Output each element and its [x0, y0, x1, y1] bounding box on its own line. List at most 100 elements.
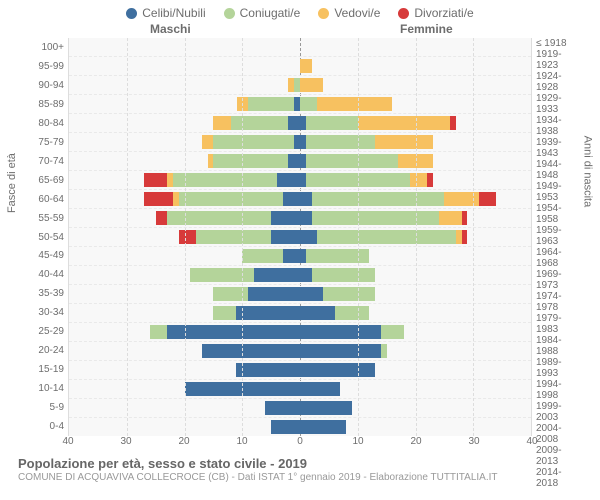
birth-label: 1934-1938: [532, 115, 580, 137]
pyramid-row: [69, 398, 531, 417]
label-female: Femmine: [400, 22, 453, 36]
pyramid-chart: Fasce di età Anni di nascita 100+95-9990…: [20, 38, 580, 436]
birth-label: 1929-1933: [532, 93, 580, 115]
pyramid-row: [69, 132, 531, 151]
bar-segment: [265, 401, 300, 415]
bar-segment: [450, 116, 456, 130]
birth-label: 1994-1998: [532, 379, 580, 401]
age-label: 5-9: [20, 398, 68, 417]
legend-swatch: [318, 8, 329, 19]
bar-segment: [167, 211, 271, 225]
birth-label: 1939-1943: [532, 137, 580, 159]
bar-segment: [300, 97, 317, 111]
birth-label: 1949-1953: [532, 181, 580, 203]
legend-swatch: [126, 8, 137, 19]
bar-segment: [300, 306, 335, 320]
bar-segment: [190, 268, 254, 282]
bar-segment: [213, 116, 230, 130]
bar-segment: [300, 344, 381, 358]
bar-segment: [248, 97, 294, 111]
bar-segment: [300, 287, 323, 301]
pyramid-row: [69, 189, 531, 208]
birth-label: 1919-1923: [532, 49, 580, 71]
legend-item: Divorziati/e: [398, 6, 473, 20]
y-axis-right-title: Anni di nascita: [582, 136, 594, 208]
birth-label: 1974-1978: [532, 291, 580, 313]
age-label: 70-74: [20, 152, 68, 171]
age-label: 35-39: [20, 284, 68, 303]
pyramid-row: [69, 303, 531, 322]
x-tick: 10: [236, 436, 247, 447]
legend-item: Celibi/Nubili: [126, 6, 205, 20]
birth-label: 1954-1958: [532, 203, 580, 225]
pyramid-row: [69, 246, 531, 265]
bar-segment: [202, 344, 300, 358]
bar-segment: [254, 268, 300, 282]
bar-segment: [213, 135, 294, 149]
legend-item: Coniugati/e: [224, 6, 301, 20]
bar-segment: [271, 420, 300, 434]
bar-segment: [300, 325, 381, 339]
age-label: 30-34: [20, 303, 68, 322]
pyramid-row: [69, 113, 531, 132]
footer: Popolazione per età, sesso e stato civil…: [0, 450, 600, 483]
age-label: 75-79: [20, 133, 68, 152]
bar-segment: [179, 230, 196, 244]
bar-segment: [150, 325, 167, 339]
legend-label: Coniugati/e: [240, 6, 301, 20]
bar-segment: [288, 116, 300, 130]
bar-segment: [479, 192, 496, 206]
age-label: 65-69: [20, 171, 68, 190]
legend-swatch: [224, 8, 235, 19]
age-label: 80-84: [20, 114, 68, 133]
x-tick: 40: [526, 436, 537, 447]
bar-segment: [277, 173, 300, 187]
y-axis-birth: ≤ 19181919-19231924-19281929-19331934-19…: [532, 38, 580, 436]
bar-segment: [358, 116, 450, 130]
bar-segment: [312, 192, 445, 206]
pyramid-row: [69, 38, 531, 56]
age-label: 0-4: [20, 417, 68, 436]
bar-segment: [306, 154, 398, 168]
bar-segment: [300, 382, 340, 396]
age-label: 15-19: [20, 360, 68, 379]
age-label: 90-94: [20, 76, 68, 95]
pyramid-row: [69, 360, 531, 379]
pyramid-row: [69, 341, 531, 360]
birth-label: 1989-1993: [532, 357, 580, 379]
pyramid-row: [69, 284, 531, 303]
x-tick: 20: [410, 436, 421, 447]
pyramid-row: [69, 75, 531, 94]
legend-label: Divorziati/e: [414, 6, 473, 20]
bar-segment: [306, 249, 370, 263]
age-label: 100+: [20, 38, 68, 57]
birth-label: 1924-1928: [532, 71, 580, 93]
bar-segment: [317, 97, 392, 111]
bar-segment: [317, 230, 456, 244]
age-label: 10-14: [20, 379, 68, 398]
rows-container: [69, 38, 531, 436]
bar-segment: [300, 211, 312, 225]
bar-segment: [312, 268, 376, 282]
x-tick: 20: [178, 436, 189, 447]
bar-segment: [462, 230, 468, 244]
chart-title: Popolazione per età, sesso e stato civil…: [18, 456, 582, 471]
birth-label: 1999-2003: [532, 401, 580, 423]
bar-segment: [236, 363, 300, 377]
age-label: 40-44: [20, 265, 68, 284]
bar-segment: [439, 211, 462, 225]
birth-label: 1969-1973: [532, 269, 580, 291]
bar-segment: [300, 363, 375, 377]
pyramid-row: [69, 379, 531, 398]
bar-segment: [283, 192, 300, 206]
bar-segment: [300, 420, 346, 434]
bar-segment: [156, 211, 168, 225]
age-label: 60-64: [20, 190, 68, 209]
gender-labels: Maschi Femmine: [0, 22, 600, 38]
bar-segment: [300, 59, 312, 73]
bar-segment: [312, 211, 439, 225]
bar-segment: [300, 401, 352, 415]
y-axis-age: 100+95-9990-9485-8980-8475-7970-7465-696…: [20, 38, 68, 436]
age-label: 95-99: [20, 57, 68, 76]
bar-segment: [173, 173, 277, 187]
